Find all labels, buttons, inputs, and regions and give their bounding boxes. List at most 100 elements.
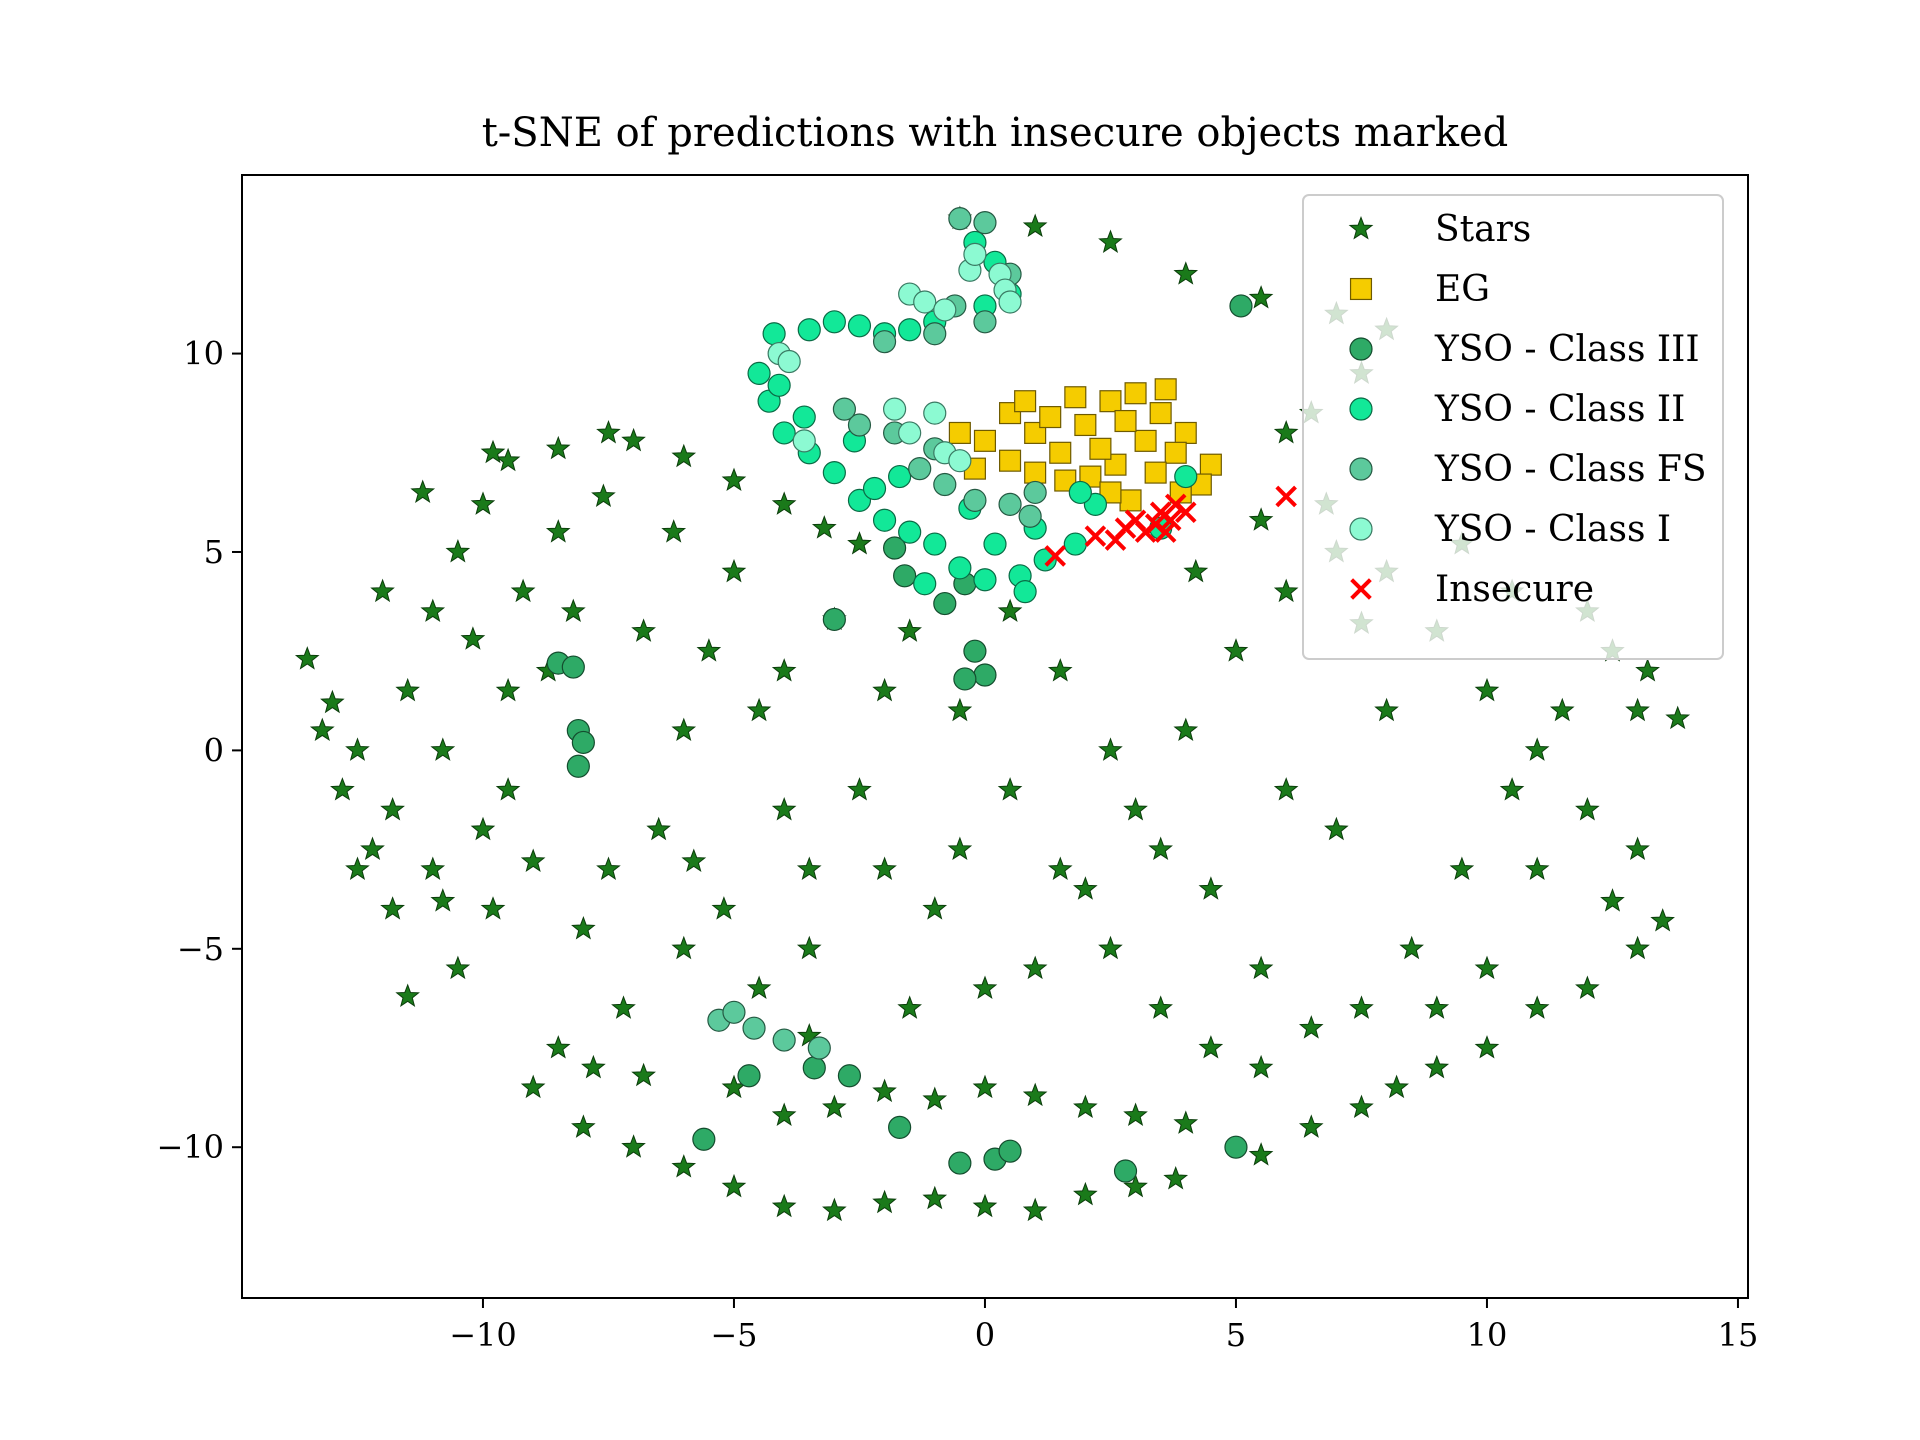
stars-point: [430, 737, 456, 761]
y-axis: −10 −5 0 5 10: [156, 335, 242, 1166]
stars-point: [1173, 717, 1199, 742]
y-tick-label: 0: [204, 731, 224, 769]
stars-point: [1073, 876, 1098, 900]
legend-marker-yso-class-fs: [1349, 457, 1373, 481]
stars-point: [1148, 836, 1173, 861]
stars-point: [581, 1054, 606, 1079]
yso-class-iii-point: [888, 1115, 912, 1139]
yso-class-iii-point: [837, 1064, 862, 1088]
yso-class-fs-point: [908, 457, 932, 481]
yso-class-ii-point: [797, 318, 821, 342]
stars-point: [1399, 935, 1424, 960]
stars-point: [1198, 1035, 1224, 1059]
yso-class-ii-point: [1068, 480, 1092, 505]
stars-point: [430, 888, 456, 912]
stars-point: [847, 531, 872, 555]
yso-class-ii-point: [973, 568, 997, 592]
yso-class-fs-point: [1018, 504, 1042, 528]
stars-point: [470, 816, 496, 841]
stars-point: [1384, 1074, 1409, 1099]
stars-point: [1123, 1102, 1148, 1126]
yso-class-fs-point: [872, 330, 897, 354]
yso-class-fs-point: [742, 1016, 766, 1040]
yso-class-iii-point: [566, 754, 590, 778]
stars-point: [545, 519, 571, 543]
legend-marker-yso-class-i: [1349, 517, 1373, 541]
yso-class-ii-point: [862, 476, 887, 501]
stars-point: [997, 598, 1023, 622]
stars-point: [1248, 955, 1274, 980]
yso-class-fs-point: [948, 207, 972, 231]
yso-class-iii-point: [822, 607, 846, 632]
stars-point: [591, 483, 616, 507]
stars-point: [721, 467, 747, 492]
yso-class-i-point: [998, 290, 1022, 314]
yso-class-ii-point: [1063, 532, 1087, 556]
legend-marker-yso-class-iii: [1349, 337, 1373, 361]
insecure-point: [1275, 485, 1297, 508]
legend-marker-eg: [1349, 277, 1373, 301]
stars-point: [1183, 558, 1209, 583]
eg-point: [1099, 390, 1122, 413]
legend-label-yso-class-fs: YSO - Class FS: [1434, 449, 1707, 490]
stars-point: [631, 618, 656, 642]
legend-box: [1302, 194, 1724, 660]
stars-point: [872, 677, 897, 702]
stars-point: [1549, 697, 1575, 722]
stars-point: [1173, 261, 1199, 285]
stars-point: [1424, 995, 1450, 1019]
stars-point: [1665, 705, 1691, 730]
stars-point: [360, 836, 385, 861]
stars-point: [345, 737, 370, 761]
x-tick-label: −5: [710, 1316, 757, 1354]
stars-point: [1524, 737, 1550, 761]
yso-class-fs-point: [807, 1036, 831, 1060]
yso-class-i-point: [913, 290, 937, 314]
stars-point: [495, 777, 521, 801]
stars-point: [470, 491, 496, 515]
stars-point: [1575, 975, 1600, 999]
stars-point: [897, 995, 922, 1019]
y-tick-label: 10: [183, 335, 224, 373]
yso-class-ii-point: [888, 464, 912, 489]
stars-point: [771, 658, 797, 682]
stars-point: [621, 427, 646, 452]
stars-point: [1223, 638, 1249, 662]
yso-class-fs-point: [973, 211, 997, 235]
stars-point: [847, 777, 872, 801]
yso-class-i-point: [948, 449, 972, 473]
stars-point: [771, 491, 797, 515]
yso-class-fs-point: [772, 1028, 796, 1052]
stars-point: [1600, 888, 1625, 912]
stars-point: [1022, 213, 1048, 238]
insecure-point: [1084, 525, 1107, 547]
stars-point: [1248, 507, 1274, 531]
yso-class-iii-point: [692, 1127, 716, 1151]
yso-class-iii-point: [1229, 294, 1253, 318]
eg-point: [1024, 461, 1047, 484]
stars-point: [1625, 697, 1650, 722]
stars-point: [309, 717, 335, 742]
stars-point: [1524, 856, 1550, 880]
stars-point: [696, 638, 722, 662]
stars-point: [1474, 1035, 1500, 1059]
stars-point: [1575, 796, 1600, 821]
stars-point: [711, 896, 737, 920]
stars-point: [972, 1074, 998, 1099]
stars-point: [1650, 908, 1675, 932]
stars-point: [796, 856, 822, 880]
yso-class-ii-point: [1013, 580, 1037, 604]
stars-point: [947, 697, 973, 722]
stars-point: [1449, 856, 1475, 880]
stars-point: [771, 1102, 797, 1126]
stars-point: [1248, 1054, 1274, 1079]
stars-point: [897, 618, 922, 642]
eg-point: [1039, 406, 1062, 429]
stars-point: [1248, 1142, 1274, 1166]
stars-point: [520, 848, 546, 872]
stars-point: [872, 1189, 897, 1214]
yso-class-iii-point: [571, 730, 595, 755]
yso-class-fs-point: [973, 310, 997, 334]
yso-class-ii-point: [822, 461, 846, 485]
